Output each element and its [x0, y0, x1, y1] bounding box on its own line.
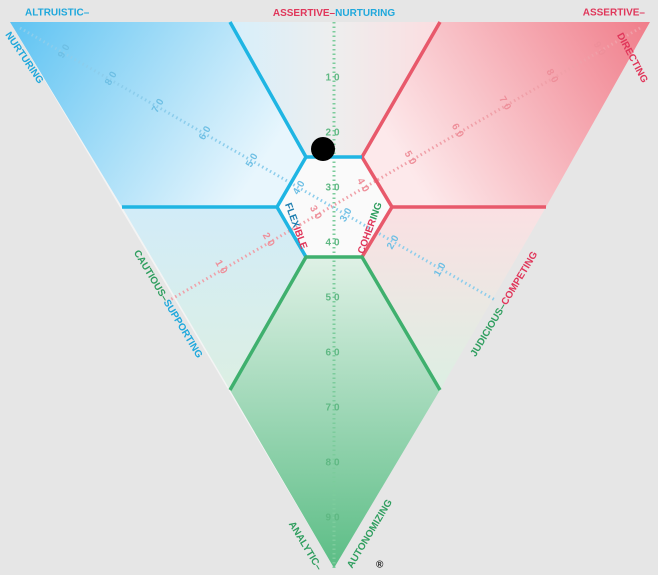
scale-tick: 80: [325, 458, 342, 469]
scale-tick: 40: [325, 238, 342, 249]
scale-tick: 60: [325, 348, 342, 359]
scale-tick: 50: [325, 293, 342, 304]
scale-lines: [19, 22, 641, 568]
corner-label: ALTRUISTIC–: [25, 8, 90, 19]
result-dot: [311, 137, 335, 161]
scale-tick: 20: [325, 128, 342, 139]
boundaries: [122, 21, 546, 391]
corner-label: ASSERTIVE–NURTURING: [273, 8, 395, 19]
scale-tick: 10: [325, 73, 342, 84]
scale-tick: 30: [325, 183, 342, 194]
corner-label: ASSERTIVE–: [583, 8, 646, 19]
scale-tick: 70: [325, 403, 342, 414]
scale-tick: 90: [325, 513, 342, 524]
registered-mark: ®: [376, 560, 384, 571]
regions: [10, 22, 650, 568]
